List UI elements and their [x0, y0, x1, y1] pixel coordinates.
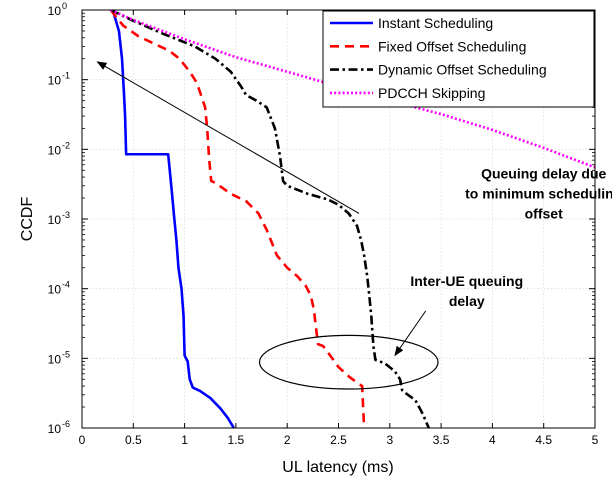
- grid: [82, 10, 595, 428]
- x-tick-label: 3: [386, 433, 393, 447]
- x-tick-label: 4.5: [535, 433, 552, 447]
- x-tick-label: 1.5: [228, 433, 245, 447]
- legend-label-3: PDCCH Skipping: [378, 85, 485, 101]
- x-tick-label: 0.5: [125, 433, 142, 447]
- y-tick-label-base: 10: [48, 422, 62, 436]
- annotation-arrow-queuing-delay: [96, 61, 360, 214]
- y-tick-label-exponent: -1: [62, 71, 70, 81]
- y-tick-label-exponent: -6: [62, 419, 70, 429]
- x-tick-label: 2: [284, 433, 291, 447]
- annotation-text-queuing-delay: offset: [525, 206, 563, 222]
- y-tick-label-base: 10: [48, 352, 62, 366]
- annotation-text-inter-ue: delay: [449, 293, 485, 309]
- y-tick-label-exponent: -4: [62, 280, 70, 290]
- x-tick-label: 3.5: [433, 433, 450, 447]
- y-tick-label-base: 10: [48, 4, 62, 18]
- x-tick-label: 5: [592, 433, 599, 447]
- y-tick-label-exponent: -2: [62, 140, 70, 150]
- x-axis-label: UL latency (ms): [282, 459, 393, 476]
- annotations: Queuing delay due to minimum scheduling of…: [96, 61, 612, 390]
- highlight-ellipse: [258, 334, 439, 390]
- y-tick-label-base: 10: [48, 213, 62, 227]
- annotation-text-queuing-delay: Queuing delay due: [481, 166, 606, 182]
- y-tick-label-base: 10: [48, 74, 62, 88]
- x-tick-label: 4: [489, 433, 496, 447]
- y-tick-label-base: 10: [48, 143, 62, 157]
- x-tick-labels: 0 0.5 1 1.5 2 2.5 3 3.5 4 4.5 5: [79, 433, 599, 447]
- legend-label-1: Fixed Offset Scheduling: [378, 38, 526, 54]
- y-tick-label-exponent: -3: [62, 210, 70, 220]
- series-line-1: [109, 10, 366, 428]
- legend-label-2: Dynamic Offset Scheduling: [378, 62, 547, 78]
- series-line-0: [111, 10, 235, 428]
- annotation-text-inter-ue: Inter-UE queuing: [410, 273, 523, 289]
- x-tick-label: 2.5: [330, 433, 347, 447]
- legend-box: [322, 10, 595, 108]
- annotation-text-queuing-delay: to minimum scheduling: [465, 186, 612, 202]
- y-axis-label: CCDF: [19, 197, 36, 242]
- annotation-arrow-inter-ue: [394, 310, 427, 357]
- y-tick-label-exponent: -5: [62, 349, 70, 359]
- legend-label-0: Instant Scheduling: [378, 15, 493, 31]
- x-tick-label: 0: [79, 433, 86, 447]
- x-tick-label: 1: [181, 433, 188, 447]
- legend: Instant Scheduling Fixed Offset Schedulin…: [322, 10, 595, 108]
- y-tick-label-exponent: 0: [62, 1, 67, 11]
- y-tick-label-base: 10: [48, 283, 62, 297]
